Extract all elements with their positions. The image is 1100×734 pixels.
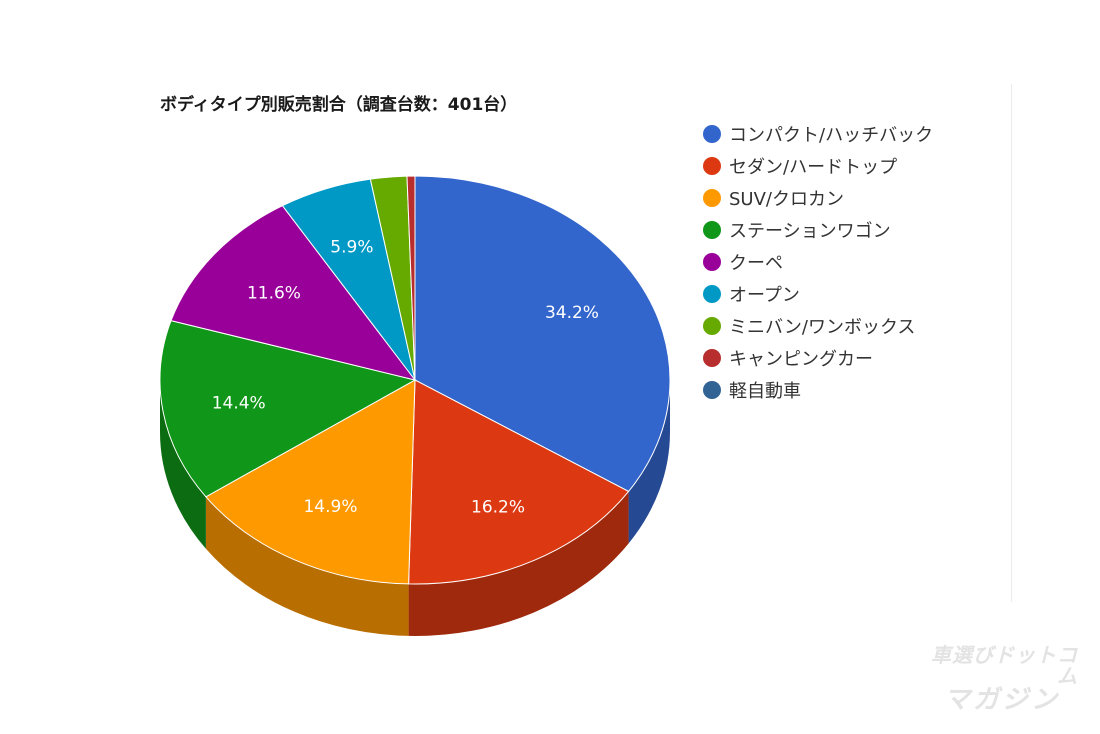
watermark-line1: 車選びドットコム <box>931 642 1078 688</box>
pie-slice-side <box>160 380 206 549</box>
legend-marker <box>703 157 721 175</box>
pie-slice[interactable] <box>170 205 417 381</box>
pie-slice[interactable] <box>414 175 671 493</box>
legend-marker <box>703 285 721 303</box>
legend-marker <box>703 125 721 143</box>
legend-entry: コンパクト/ハッチバック <box>729 125 933 146</box>
legend-marker <box>703 189 721 207</box>
watermark-line2: マガジン <box>943 684 1060 715</box>
pie-top <box>159 175 671 585</box>
pie-slice-side <box>205 496 409 636</box>
legend-entry: クーペ <box>729 253 783 274</box>
divider <box>1011 84 1012 602</box>
pie-slice[interactable] <box>406 175 416 381</box>
legend-marker <box>703 349 721 367</box>
slice-label: 34.2% <box>545 303 599 323</box>
legend-entry: オープン <box>729 285 800 306</box>
legend-entry: SUV/クロカン <box>729 189 844 210</box>
pie-slice-side <box>408 491 629 636</box>
legend-entry: キャンピングカー <box>729 349 873 370</box>
legend-entry: ステーションワゴン <box>729 221 891 242</box>
pie-slice[interactable] <box>408 379 630 585</box>
legend-entry: セダン/ハードトップ <box>729 157 897 178</box>
slice-label: 14.9% <box>303 497 357 517</box>
legend-marker <box>703 253 721 271</box>
slice-label: 5.9% <box>330 237 373 257</box>
pie-slice[interactable] <box>205 379 416 585</box>
legend-entry: 軽自動車 <box>729 381 801 402</box>
pie-labels: 34.2% 16.2% 14.9% 14.4% 11.6% 5.9% <box>212 237 599 517</box>
slice-label: 16.2% <box>471 497 525 517</box>
legend-marker <box>703 221 721 239</box>
slice-label: 14.4% <box>212 393 266 413</box>
legend-marker <box>703 317 721 335</box>
slice-label: 11.6% <box>247 283 301 303</box>
legend-marker <box>703 381 721 399</box>
watermark-logo: 車選びドットコム マガジン <box>928 642 1078 715</box>
legend-entry: ミニバン/ワンボックス <box>729 317 915 338</box>
chart-title: ボディタイプ別販売割合（調査台数：401台） <box>160 94 517 115</box>
